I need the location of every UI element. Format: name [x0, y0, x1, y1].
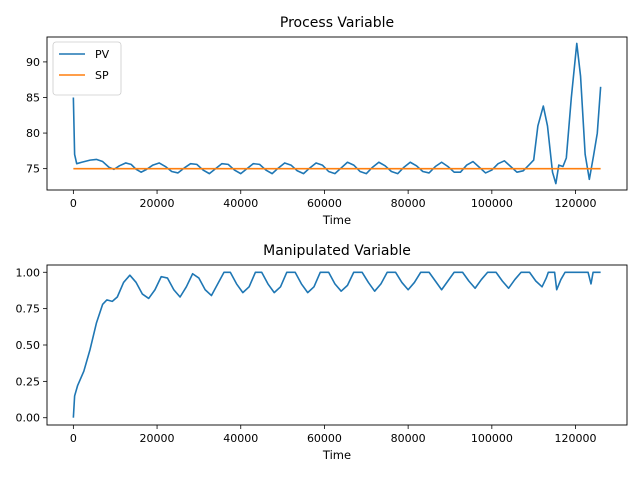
- mv-y-tick-label: 0.75: [16, 303, 41, 316]
- pv-y-tick-label: 85: [26, 91, 40, 104]
- mv-x-tick-label: 80000: [391, 432, 426, 445]
- pv-legend-label-pv: PV: [95, 48, 110, 61]
- pv-legend-box: [52, 41, 122, 96]
- pv-y-tick-label: 90: [26, 56, 40, 69]
- pv-y-tick-label: 80: [26, 127, 40, 140]
- mv-x-axis-label: Time: [322, 448, 351, 462]
- pv-x-tick-label: 100000: [471, 197, 513, 210]
- pv-x-tick-label: 40000: [223, 197, 258, 210]
- pv-x-tick-label: 20000: [140, 197, 175, 210]
- mv-y-tick-label: 0.00: [16, 412, 41, 425]
- pv-plot-frame: [46, 36, 628, 191]
- pv-y-tick-label: 75: [26, 163, 40, 176]
- mv-x-tick-label: 0: [70, 432, 77, 445]
- mv-x-tick-label: 40000: [223, 432, 258, 445]
- mv-y-tick-label: 0.25: [16, 375, 41, 388]
- mv-y-tick-label: 0.50: [16, 339, 41, 352]
- mv-x-tick-label: 20000: [140, 432, 175, 445]
- pv-x-tick-label: 80000: [391, 197, 426, 210]
- pv-x-tick-label: 0: [70, 197, 77, 210]
- mv-x-tick-label: 120000: [555, 432, 597, 445]
- mv-x-tick-label: 100000: [471, 432, 513, 445]
- mv-x-tick-label: 60000: [307, 432, 342, 445]
- pv-legend-label-sp: SP: [95, 69, 109, 82]
- mv-series-line-0: [72, 271, 601, 418]
- mv-plot-frame: [46, 264, 628, 426]
- pv-x-axis-label: Time: [322, 213, 351, 227]
- pv-x-tick-label: 60000: [307, 197, 342, 210]
- mv-chart-title: Manipulated Variable: [263, 243, 411, 259]
- mv-y-tick-label: 1.00: [16, 266, 41, 279]
- pv-series-line-pv: [72, 42, 602, 185]
- pv-x-tick-label: 120000: [555, 197, 597, 210]
- pv-chart-title: Process Variable: [280, 15, 394, 31]
